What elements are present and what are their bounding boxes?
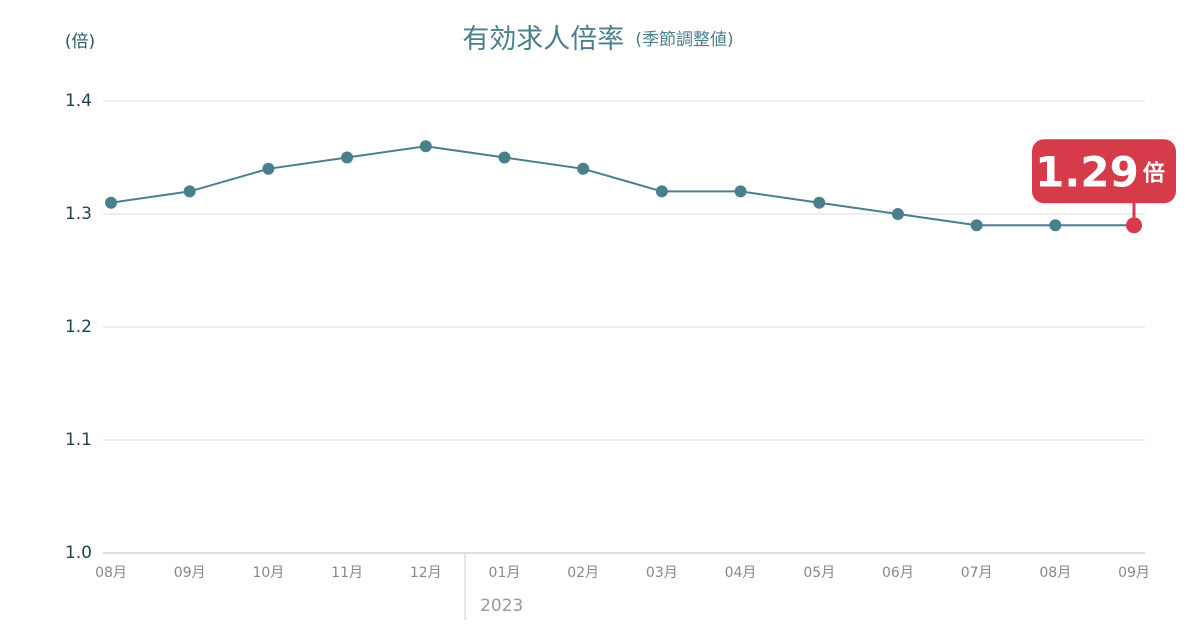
- x-tick-label: 03月: [646, 565, 678, 581]
- x-tick-label: 04月: [725, 565, 757, 581]
- x-tick-label: 10月: [252, 565, 284, 581]
- y-tick-label: 1.2: [65, 317, 92, 337]
- x-tick-label: 02月: [567, 565, 599, 581]
- y-unit: (倍): [65, 32, 95, 52]
- y-tick-label: 1.3: [65, 204, 92, 224]
- callout-box: [1032, 139, 1176, 204]
- x-tick-label: 12月: [410, 565, 442, 581]
- x-tick-label: 08月: [95, 565, 127, 581]
- series-line: [110, 145, 1134, 227]
- x-tick-label: 09月: [174, 565, 206, 581]
- point: [970, 219, 983, 232]
- point: [105, 196, 117, 209]
- x-tick-label: 01月: [489, 565, 521, 581]
- point: [498, 151, 511, 164]
- x-tick-label: 08月: [1039, 565, 1071, 581]
- y-tick-label: 1.1: [65, 430, 92, 450]
- chart-heading: 有効求人倍率 (季節調整値): [462, 24, 733, 55]
- x-tick-label: 11月: [331, 565, 363, 581]
- point: [1049, 219, 1062, 232]
- point: [577, 162, 590, 175]
- chart-title: 有効求人倍率: [462, 24, 624, 55]
- y-tick-label: 1.4: [65, 91, 92, 111]
- y-tick-label: 1.0: [65, 543, 92, 563]
- year-label: 2023: [480, 596, 523, 616]
- point: [183, 185, 196, 198]
- callout-value: 1.29: [1035, 147, 1139, 196]
- x-tick-label: 09月: [1118, 565, 1150, 581]
- chart-subtitle: (季節調整値): [635, 30, 733, 50]
- callout-unit: 倍: [1143, 160, 1165, 186]
- point: [891, 208, 904, 220]
- point: [341, 151, 354, 164]
- point: [734, 185, 747, 198]
- callout-text: 1.29 倍: [1035, 147, 1165, 196]
- point: [419, 140, 432, 153]
- x-tick-label: 06月: [882, 565, 914, 581]
- x-tick-label: 07月: [961, 565, 993, 581]
- point: [262, 162, 275, 175]
- point: [655, 185, 668, 198]
- x-tick-label: 05月: [803, 565, 835, 581]
- highlight-point: [1126, 217, 1142, 234]
- point: [813, 196, 826, 209]
